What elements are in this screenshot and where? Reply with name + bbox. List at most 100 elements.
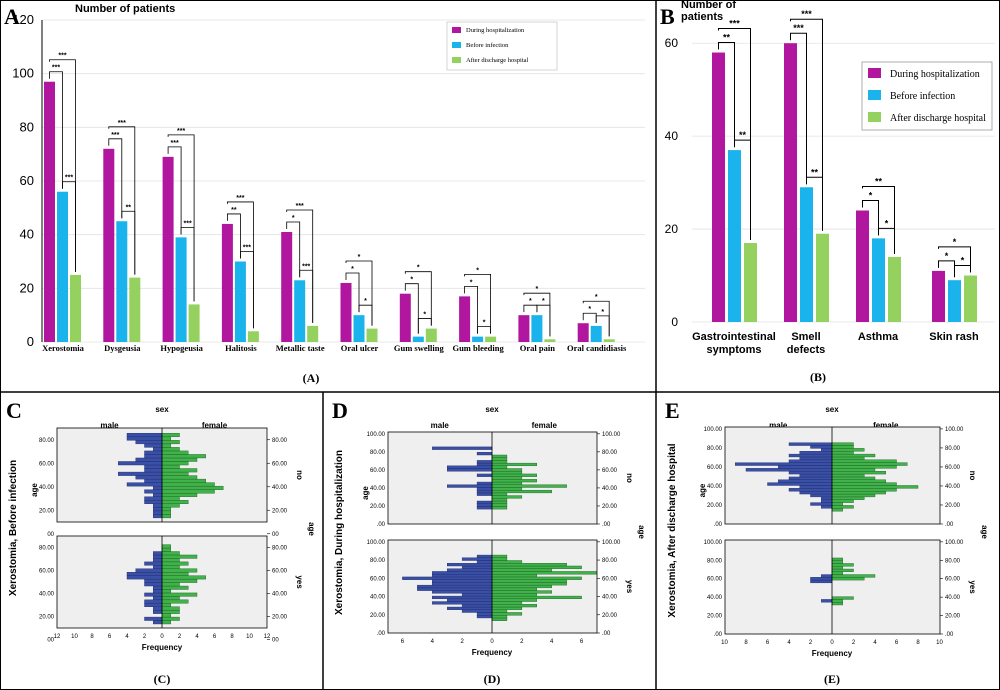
pyramid-bar-male bbox=[126, 575, 163, 580]
pyramid-bar-female bbox=[831, 505, 854, 509]
age-tick-right: 20.00 bbox=[945, 614, 961, 620]
legend-b-label-before: Before infection bbox=[890, 91, 955, 102]
pyramid-bar-male bbox=[144, 464, 163, 469]
pyramid-bar-female bbox=[161, 575, 206, 580]
age-tick-right: 60.00 bbox=[945, 577, 961, 583]
sig-bracket bbox=[227, 201, 254, 329]
sig-bracket bbox=[286, 209, 314, 323]
pyramid-bar-female bbox=[831, 557, 843, 561]
age-tick-left: 40.00 bbox=[370, 595, 386, 601]
pyramid-bar-male bbox=[153, 609, 163, 614]
pyramid-bar-male bbox=[810, 502, 833, 506]
pyramid-bar-male bbox=[447, 465, 493, 469]
pyramid-bar-female bbox=[491, 554, 508, 558]
pyramid-bar-male bbox=[153, 585, 163, 590]
pyramid-bar-female bbox=[831, 482, 897, 486]
age-tick-right: 80.00 bbox=[602, 558, 618, 564]
pyramid-bar-female bbox=[831, 502, 843, 506]
pyramid-bar-male bbox=[144, 599, 163, 604]
pyramid-bar-male bbox=[417, 587, 493, 591]
pyramid-bar-male bbox=[126, 572, 163, 576]
pyramid-bar-male bbox=[821, 505, 833, 509]
pyramid-bar-female bbox=[491, 465, 508, 469]
pyramid-bar-female bbox=[161, 551, 180, 556]
pyramid-row-label: no bbox=[968, 471, 977, 481]
sig-bracket bbox=[404, 271, 432, 326]
y-tick-label: 120 bbox=[12, 12, 34, 27]
y-tick-label: 60 bbox=[20, 173, 34, 188]
bar-before bbox=[800, 187, 813, 322]
sig-bracket bbox=[477, 326, 491, 334]
pyramid-bar-female bbox=[161, 443, 171, 448]
age-tick-left: .00 bbox=[377, 522, 386, 528]
pyramid-row-label: yes bbox=[295, 575, 304, 589]
age-tick-right: 40.00 bbox=[272, 592, 288, 598]
age-tick-right: .00 bbox=[945, 632, 954, 638]
pyramid-x-label: Frequency bbox=[812, 649, 853, 658]
pyramid-bar-female bbox=[491, 593, 537, 597]
sig-bracket bbox=[286, 221, 301, 278]
pyramid-bar-male bbox=[144, 489, 163, 494]
pyramid-left-label: male bbox=[100, 421, 119, 430]
pyramid-age-label: age bbox=[361, 486, 370, 500]
y-tick-label: 20 bbox=[20, 280, 34, 295]
pyramid-bar-female bbox=[161, 500, 189, 504]
sig-bracket bbox=[167, 134, 195, 302]
y-tick-label: 80 bbox=[20, 119, 34, 134]
pyramid-bar-female bbox=[161, 433, 180, 438]
pyramid-bar-female bbox=[831, 574, 876, 578]
pyramid-bar-male bbox=[810, 445, 833, 449]
pyramid-bar-female bbox=[161, 450, 189, 455]
age-tick-left: 100.00 bbox=[704, 427, 723, 433]
pyramid-bar-female bbox=[491, 484, 567, 488]
pyramid-bar-male bbox=[144, 478, 163, 483]
x-tick-label: 6 bbox=[580, 639, 584, 645]
pyramid-bar-female bbox=[491, 595, 582, 600]
legend-swatch-during bbox=[452, 27, 461, 33]
sig-label: *** bbox=[52, 65, 60, 72]
age-tick-right: .00 bbox=[602, 522, 611, 528]
pyramid-bar-female bbox=[161, 485, 224, 490]
x-tick-label: 8 bbox=[90, 634, 94, 640]
pyramid-bar-female bbox=[831, 451, 854, 455]
y-tick-label: 40 bbox=[20, 227, 34, 242]
age-tick-right: 80.00 bbox=[272, 546, 288, 552]
sig-bracket bbox=[464, 273, 491, 334]
pyramid-bar-female bbox=[161, 592, 198, 597]
age-tick-left: .00 bbox=[714, 632, 723, 638]
pyramid-bar-female bbox=[161, 603, 171, 607]
legend-label-after: After discharge hospital bbox=[466, 57, 529, 64]
x-tick-label: 10 bbox=[246, 634, 253, 640]
pyramid-bar-male bbox=[821, 499, 833, 503]
panel-a-letter: A bbox=[4, 4, 20, 29]
pyramid-bar-female bbox=[831, 479, 886, 483]
age-tick-left: 60.00 bbox=[39, 461, 55, 467]
age-tick-right: 80.00 bbox=[945, 558, 961, 564]
pyramid-bar-male bbox=[799, 485, 833, 489]
sig-label: * bbox=[476, 267, 479, 274]
sig-label: * bbox=[292, 215, 295, 222]
pyramid-title: sex bbox=[485, 405, 499, 414]
sig-label: * bbox=[945, 251, 949, 261]
pyramid-bar-female bbox=[161, 554, 198, 559]
panel-b-legend: During hospitalization Before infection … bbox=[861, 61, 993, 131]
legend-label-before: Before infection bbox=[466, 42, 509, 49]
panel-a-legend: During hospitalization Before infection … bbox=[446, 21, 558, 71]
age-tick-left: .00 bbox=[714, 522, 723, 528]
pyramid-caption: (C) bbox=[154, 672, 171, 686]
x-category-label: Dysgeusia bbox=[104, 343, 141, 353]
sig-label: *** bbox=[729, 19, 740, 29]
pyramid-bar-female bbox=[831, 571, 843, 575]
sig-bracket bbox=[345, 272, 360, 313]
pyramid-title: sex bbox=[825, 405, 839, 414]
panel-letter: D bbox=[332, 398, 348, 423]
age-tick-right: .00 bbox=[602, 631, 611, 637]
sig-bracket bbox=[718, 42, 735, 148]
age-tick-right: 40.00 bbox=[272, 485, 288, 491]
pyramid-row-label: no bbox=[625, 473, 634, 483]
x-category-label: Xerostomia bbox=[42, 343, 85, 353]
sig-bracket bbox=[108, 138, 123, 219]
pyramid-bar-female bbox=[491, 500, 508, 504]
pyramid-bar-male bbox=[135, 475, 163, 480]
